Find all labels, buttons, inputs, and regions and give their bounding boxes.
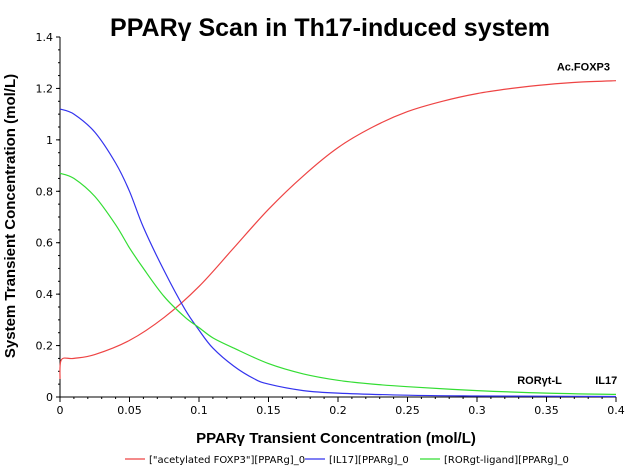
x-axis-title: PPARγ Transient Concentration (mol/L) bbox=[196, 430, 476, 447]
x-tick-label: 0.1 bbox=[190, 404, 208, 417]
y-tick-label: 0.8 bbox=[36, 185, 54, 198]
y-tick-label: 0.2 bbox=[36, 340, 54, 353]
chart-title: PPARγ Scan in Th17-induced system bbox=[110, 14, 550, 42]
annotation-il17: IL17 bbox=[595, 375, 617, 387]
legend: ["acetylated FOXP3"][PPARg]_0 [IL17][PPAR… bbox=[125, 455, 569, 466]
plot-area: 0 0.2 0.4 0.6 0.8 1 1.2 1.4 0 0.05 0.1 0.15 0.2 0.25 0… bbox=[36, 31, 625, 417]
x-tick-label: 0.05 bbox=[117, 404, 142, 417]
x-tick-label: 0.15 bbox=[256, 404, 281, 417]
legend-label: ["acetylated FOXP3"][PPARg]_0 bbox=[149, 455, 305, 466]
x-tick-label: 0.3 bbox=[468, 404, 486, 417]
series-line-rorgt-ligand bbox=[59, 172, 617, 395]
y-tick-label: 1.2 bbox=[36, 82, 54, 95]
annotation-rorgt-l: RORγt-L bbox=[517, 375, 562, 387]
y-tick-label: 1.4 bbox=[36, 31, 54, 44]
y-tick-label: 0.4 bbox=[36, 288, 54, 301]
series-line-il17 bbox=[59, 108, 617, 398]
y-tick-label: 1 bbox=[46, 134, 53, 147]
y-tick-label: 0 bbox=[46, 391, 53, 404]
x-tick-label: 0 bbox=[57, 404, 64, 417]
x-tick-label: 0.2 bbox=[329, 404, 347, 417]
y-tick-label: 0.6 bbox=[36, 237, 54, 250]
x-tick-label: 0.25 bbox=[395, 404, 420, 417]
y-axis-title: System Transient Concentration (mol/L) bbox=[2, 74, 19, 358]
legend-label: [RORgt-ligand][PPARg]_0 bbox=[444, 455, 569, 466]
x-tick-label: 0.35 bbox=[534, 404, 559, 417]
x-tick-label: 0.4 bbox=[607, 404, 625, 417]
annotation-acfoxp3: Ac.FOXP3 bbox=[557, 62, 610, 74]
legend-label: [IL17][PPARg]_0 bbox=[329, 455, 409, 466]
series-line-acetylated-foxp3 bbox=[59, 80, 617, 380]
